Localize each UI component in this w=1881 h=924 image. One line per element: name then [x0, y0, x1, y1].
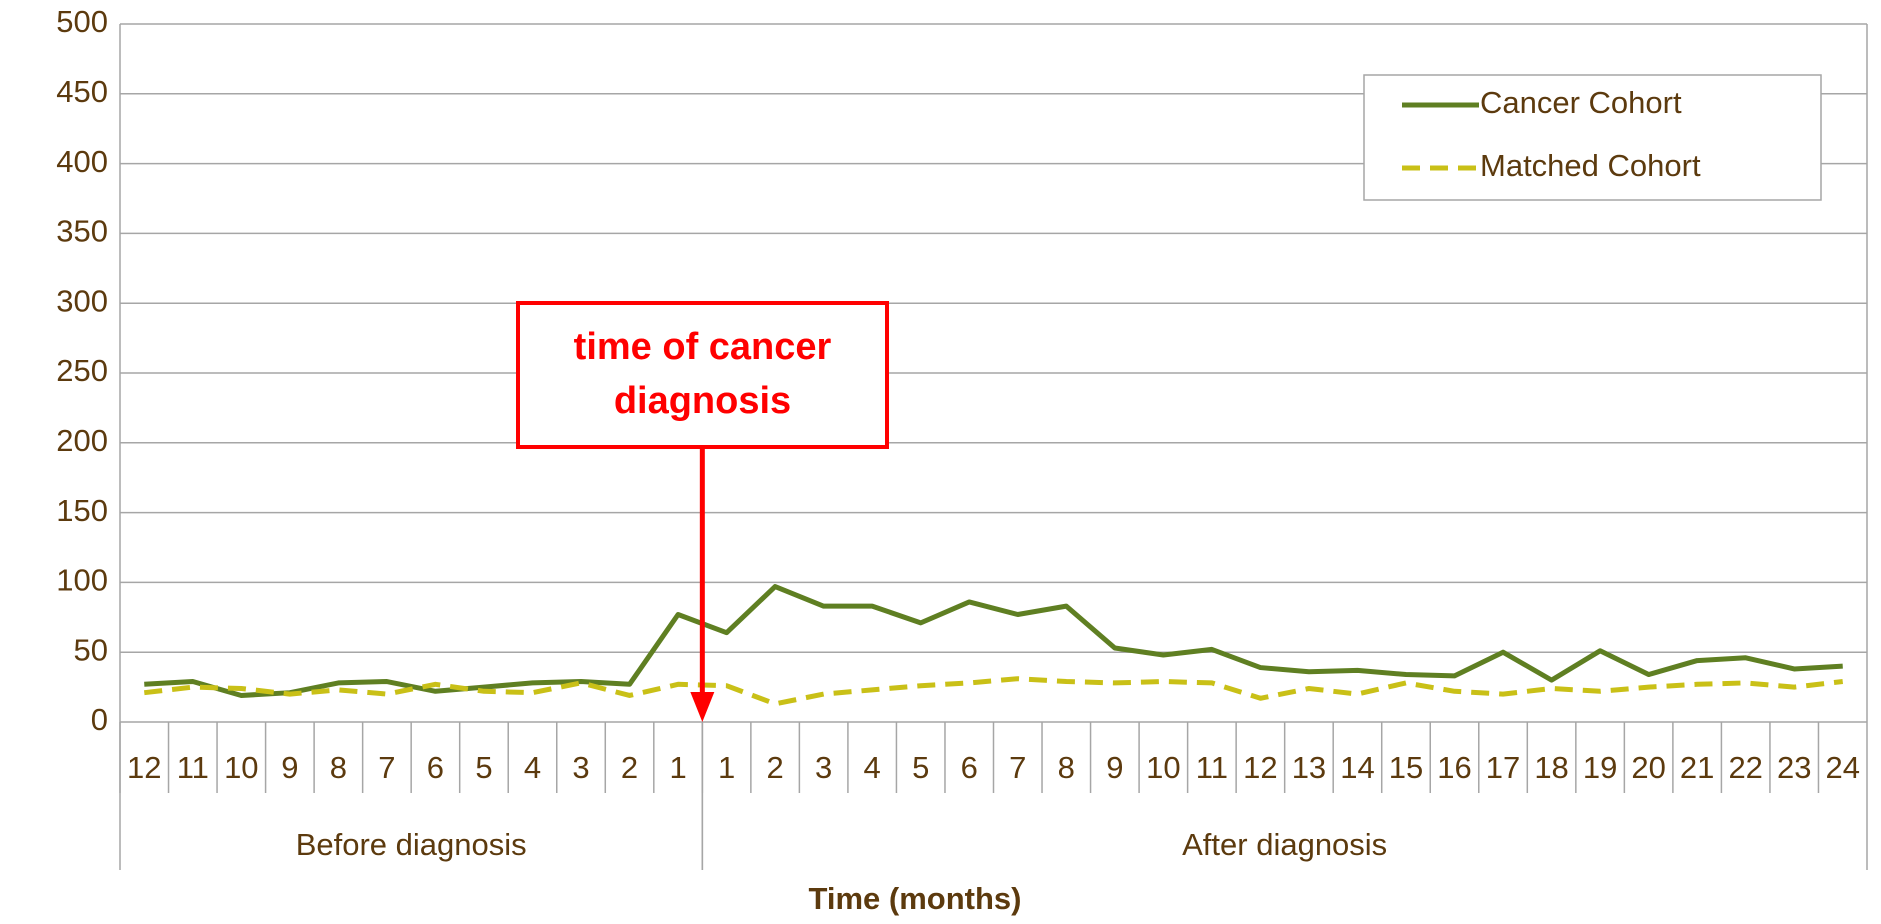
- x-tick-label: 10: [224, 750, 258, 785]
- x-tick-label: 22: [1728, 750, 1762, 785]
- x-tick-label: 16: [1437, 750, 1471, 785]
- x-tick-label: 9: [1106, 750, 1123, 785]
- x-tick-label: 14: [1340, 750, 1374, 785]
- x-tick-label: 8: [1058, 750, 1075, 785]
- y-tick-label: 250: [56, 353, 108, 388]
- group-label: After diagnosis: [1182, 827, 1387, 862]
- series-line: [144, 584, 1843, 698]
- x-tick-label: 13: [1292, 750, 1326, 785]
- x-tick-label: 5: [912, 750, 929, 785]
- y-tick-label: 0: [91, 702, 108, 737]
- x-tick-label: 5: [475, 750, 492, 785]
- y-tick-label: 150: [56, 493, 108, 528]
- legend-label: Matched Cohort: [1480, 148, 1701, 183]
- x-axis-title: Time (months): [809, 881, 1022, 916]
- x-tick-label: 2: [621, 750, 638, 785]
- annotation-text: diagnosis: [614, 380, 791, 422]
- x-tick-label: 23: [1777, 750, 1811, 785]
- x-tick-label: 6: [427, 750, 444, 785]
- x-tick-label: 20: [1631, 750, 1665, 785]
- x-tick-label: 12: [127, 750, 161, 785]
- annotation-text: time of cancer: [574, 326, 832, 368]
- x-tick-label: 4: [864, 750, 881, 785]
- y-tick-label: 200: [56, 423, 108, 458]
- y-tick-label: 350: [56, 214, 108, 249]
- x-tick-label: 12: [1243, 750, 1277, 785]
- x-tick-label: 24: [1825, 750, 1859, 785]
- x-tick-label: 7: [378, 750, 395, 785]
- x-tick-label: 19: [1583, 750, 1617, 785]
- x-tick-label: 11: [177, 750, 209, 785]
- y-tick-label: 450: [56, 74, 108, 109]
- x-tick-label: 17: [1486, 750, 1520, 785]
- legend-label: Cancer Cohort: [1480, 85, 1682, 120]
- annotation-box: [516, 301, 889, 449]
- x-tick-label: 1: [718, 750, 735, 785]
- x-tick-label: 18: [1534, 750, 1568, 785]
- x-tick-label: 3: [815, 750, 832, 785]
- x-tick-label: 1: [669, 750, 686, 785]
- series-line: [143, 676, 1844, 707]
- y-tick-label: 500: [56, 4, 108, 39]
- x-tick-label: 4: [524, 750, 541, 785]
- y-tick-label: 400: [56, 144, 108, 179]
- x-tick-label: 8: [330, 750, 347, 785]
- x-tick-label: 11: [1196, 750, 1228, 785]
- x-tick-label: 10: [1146, 750, 1180, 785]
- annotation-arrowhead: [690, 692, 715, 722]
- group-label: Before diagnosis: [296, 827, 527, 862]
- x-tick-label: 3: [572, 750, 589, 785]
- y-tick-label: 50: [74, 632, 108, 667]
- y-tick-label: 100: [56, 563, 108, 598]
- y-tick-label: 300: [56, 283, 108, 318]
- x-tick-label: 21: [1680, 750, 1714, 785]
- x-tick-label: 6: [961, 750, 978, 785]
- x-tick-label: 9: [281, 750, 298, 785]
- x-tick-label: 15: [1389, 750, 1423, 785]
- x-tick-label: 7: [1009, 750, 1026, 785]
- legend-box: [1363, 74, 1822, 201]
- x-tick-label: 2: [767, 750, 784, 785]
